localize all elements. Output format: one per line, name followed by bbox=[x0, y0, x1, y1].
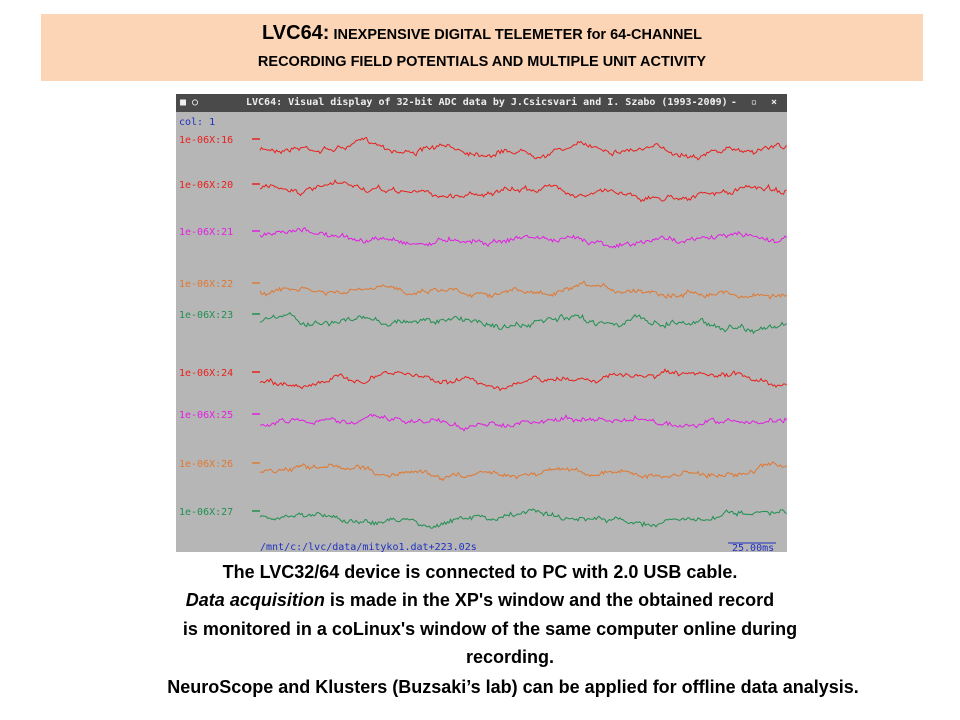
signal-trace bbox=[259, 311, 787, 335]
text-italic: Data acquisition bbox=[185, 590, 325, 610]
channel-label: 1e-06X:21 bbox=[179, 227, 233, 238]
signal-trace bbox=[259, 413, 787, 432]
scale-label: 25.00ms bbox=[732, 543, 774, 552]
signal-trace bbox=[259, 508, 787, 529]
file-path: /mnt/c:/lvc/data/mityko1.dat+223.02s bbox=[260, 542, 477, 552]
text-line: NeuroScope and Klusters (Buzsaki’s lab) … bbox=[167, 677, 859, 697]
channel-label: 1e-06X:22 bbox=[179, 279, 233, 290]
signal-display: col: 1 1e-06X:16 1e-06X:20 1e-06X:21 1e-06X:… bbox=[179, 117, 787, 552]
channel-label: 1e-06X:25 bbox=[179, 410, 233, 421]
window-title: LVC64: Visual display of 32-bit ADC data… bbox=[246, 97, 728, 108]
window-buttons[interactable]: ↑ - ▫ × bbox=[710, 97, 781, 108]
signal-trace bbox=[259, 461, 787, 482]
channel-label: 1e-06X:16 bbox=[179, 135, 233, 146]
signal-trace bbox=[259, 280, 787, 300]
text-line: Data acquisition is made in the XP's win… bbox=[0, 590, 960, 611]
text-line: recording. bbox=[465, 647, 554, 667]
header: LVC64: INEXPENSIVE DIGITAL TELEMETER for… bbox=[41, 14, 923, 81]
title: LVC64: INEXPENSIVE DIGITAL TELEMETER for… bbox=[41, 22, 923, 45]
title-bar: ■ ○ LVC64: Visual display of 32-bit ADC … bbox=[176, 94, 787, 112]
subtitle: RECORDING FIELD POTENTIALS AND MULTIPLE … bbox=[257, 54, 707, 70]
signal-trace bbox=[259, 179, 787, 203]
channel-label: 1e-06X:24 bbox=[179, 368, 233, 379]
title-lead: LVC64: bbox=[262, 22, 330, 44]
text-line: is monitored in a coLinux's window of th… bbox=[182, 619, 798, 639]
channel-label: 1e-06X:20 bbox=[179, 180, 233, 191]
signal-trace bbox=[259, 227, 787, 249]
channel-label: 1e-06X:23 bbox=[179, 310, 233, 321]
title-rest: INEXPENSIVE DIGITAL TELEMETER for 64-CHA… bbox=[333, 27, 702, 43]
text-line: The LVC32/64 device is connected to PC w… bbox=[222, 562, 738, 582]
channel-label: 1e-06X:27 bbox=[179, 507, 233, 518]
app-window: ■ ○ LVC64: Visual display of 32-bit ADC … bbox=[176, 94, 787, 552]
channel-label: 1e-06X:26 bbox=[179, 459, 233, 470]
text: is made in the XP's window and the obtai… bbox=[324, 590, 775, 610]
signal-trace bbox=[259, 368, 787, 392]
signal-trace bbox=[259, 136, 787, 161]
window-menu-icon[interactable]: ■ ○ bbox=[180, 97, 199, 108]
column-label: col: 1 bbox=[179, 117, 215, 128]
